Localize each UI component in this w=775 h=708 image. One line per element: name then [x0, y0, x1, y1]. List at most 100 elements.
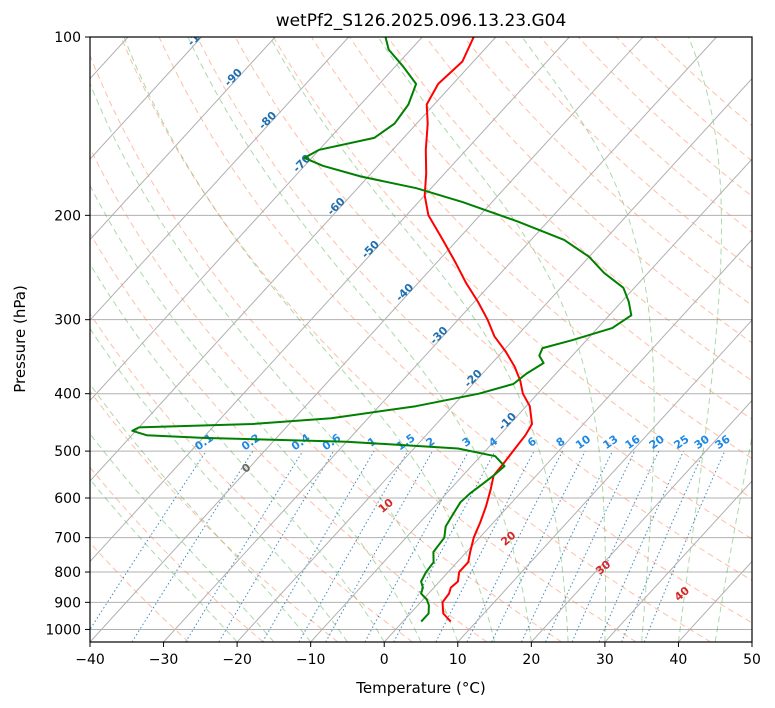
plot-area: 0.1 0.2 0.4 0.6 1 1.5 2 3 4 6 8 10 13 16 20 25 30 36-100-…	[90, 20, 752, 642]
mixing-ratio-line	[598, 450, 684, 642]
dry-adiabat	[90, 312, 413, 642]
mixing-ratio-line	[298, 450, 409, 642]
x-tick-label: −20	[222, 652, 252, 668]
x-tick-label: 50	[743, 652, 761, 668]
mixing-ratio-line	[364, 450, 470, 642]
dry-adiabat	[425, 37, 752, 344]
y-tick-label: 300	[54, 313, 81, 329]
moist-adiabat-label: 10	[376, 496, 396, 516]
isotherm-line	[236, 77, 752, 642]
mixing-ratio-label: 30	[692, 432, 712, 452]
moist-adiabat-label: 30	[593, 558, 613, 578]
isotherm-line	[383, 238, 752, 642]
dry-adiabat	[463, 37, 752, 307]
y-tick-label: 400	[54, 387, 81, 403]
dry-adiabat	[387, 37, 752, 382]
dry-adiabat	[90, 232, 488, 642]
isotherm-line	[310, 158, 752, 642]
mixing-ratio-label: 25	[671, 433, 691, 452]
mixing-ratio-line	[521, 450, 613, 642]
moist-adiabat	[90, 433, 275, 642]
mixing-ratio-label: 3	[460, 435, 474, 450]
mixing-ratio-label: 16	[623, 432, 643, 452]
moist-adiabat-label: 0	[239, 461, 253, 476]
x-tick-label: −30	[149, 652, 179, 668]
isotherm-label: -90	[222, 66, 245, 89]
mixing-ratio-label: 1.5	[394, 431, 417, 453]
isotherm-line	[678, 560, 752, 642]
isotherm-line	[90, 37, 423, 402]
mixing-ratio-line	[466, 450, 564, 642]
y-tick-label: 1000	[45, 622, 81, 638]
dry-adiabat	[501, 37, 752, 270]
moist-adiabat	[269, 37, 569, 642]
dry-adiabat	[196, 37, 752, 581]
axis-ticks: −40 −30 −20 −10 0 10 20 30 40 5010020030040050060…	[45, 30, 761, 668]
temperature-profile	[423, 37, 533, 623]
mixing-ratio-lines	[90, 450, 726, 642]
isotherm-label: -30	[427, 324, 450, 347]
dry-adiabat	[120, 37, 712, 642]
mixing-ratio-line	[621, 450, 705, 642]
isotherm-label: -50	[359, 238, 382, 261]
y-tick-label: 900	[54, 595, 81, 611]
x-tick-label: −40	[75, 652, 105, 668]
moist-adiabat	[377, 37, 606, 642]
mixing-ratio-line	[131, 450, 254, 642]
isotherm-line	[90, 37, 570, 563]
isotherm-label: -10	[496, 410, 519, 433]
x-tick-label: 10	[449, 652, 467, 668]
isotherm-line	[90, 37, 497, 482]
plot-frame	[89, 36, 753, 643]
dry-adiabat	[539, 37, 752, 233]
x-tick-label: 30	[596, 652, 614, 668]
mixing-ratio-line	[643, 450, 726, 642]
skewed-isotherms	[90, 37, 752, 642]
isotherm-line	[163, 37, 717, 642]
mixing-ratio-line	[491, 450, 586, 642]
moist-adiabat	[187, 37, 532, 642]
moist-adiabat	[90, 327, 348, 642]
y-axis-label: Pressure (hPa)	[11, 285, 29, 393]
mixing-ratio-label: 0.4	[289, 431, 313, 453]
dry-adiabat	[158, 37, 752, 624]
y-tick-label: 200	[54, 208, 81, 224]
isotherm-label: -100	[185, 20, 214, 49]
y-tick-label: 800	[54, 565, 81, 581]
mixing-ratio-label: 0.1	[192, 431, 215, 453]
y-tick-label: 700	[54, 531, 81, 547]
y-tick-label: 100	[54, 30, 81, 46]
mixing-ratio-line	[218, 450, 335, 642]
mixing-ratio-label: 36	[713, 432, 733, 452]
moist-adiabat	[90, 184, 422, 642]
isotherm-label: -80	[256, 109, 279, 132]
y-tick-label: 500	[54, 444, 81, 460]
moist-adiabat-label: 20	[498, 528, 518, 548]
sounding-series	[131, 37, 633, 623]
isotherm-label: -40	[393, 281, 416, 304]
dry-adiabat	[90, 390, 339, 642]
grid-lines	[90, 37, 752, 630]
mixing-ratio-line	[185, 450, 304, 642]
moist-adiabat	[714, 434, 752, 642]
dry-adiabat	[90, 146, 562, 642]
x-tick-label: 0	[380, 652, 389, 668]
dry-adiabat	[90, 466, 264, 642]
isotherm-line	[457, 319, 752, 642]
dry-adiabat	[90, 54, 637, 642]
x-tick-label: 20	[522, 652, 540, 668]
isotherm-line	[751, 641, 752, 642]
mixing-ratio-label: 20	[647, 432, 667, 452]
y-tick-label: 600	[54, 491, 81, 507]
moist-adiabat-label: 40	[672, 584, 692, 604]
moist-adiabat	[521, 37, 655, 642]
isotherm-label: -20	[462, 367, 485, 390]
mixing-ratio-line	[571, 450, 660, 642]
moist-adiabat	[123, 37, 496, 642]
mixing-ratio-label: 10	[573, 432, 593, 452]
mixing-ratio-line	[262, 450, 375, 642]
dewpoint-profile	[131, 37, 633, 623]
isotherm-line	[90, 37, 350, 321]
isotherm-line	[530, 399, 752, 642]
